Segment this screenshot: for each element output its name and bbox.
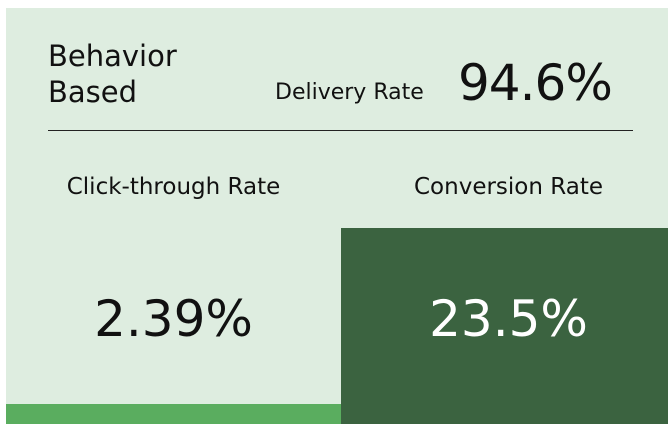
divider bbox=[48, 130, 633, 131]
card-title: Behavior Based bbox=[48, 39, 177, 109]
metric-label: Click-through Rate bbox=[66, 174, 281, 200]
delivery-label: Delivery Rate bbox=[275, 80, 424, 105]
highlight-panel bbox=[341, 228, 668, 424]
metric-label: Conversion Rate bbox=[414, 174, 603, 200]
metric-value: 23.5% bbox=[429, 290, 588, 348]
accent-bar bbox=[6, 404, 341, 424]
delivery-value: 94.6% bbox=[458, 54, 613, 112]
metric-value: 2.39% bbox=[94, 290, 253, 348]
metric-card: Behavior Based Delivery Rate 94.6% Click… bbox=[6, 8, 668, 424]
